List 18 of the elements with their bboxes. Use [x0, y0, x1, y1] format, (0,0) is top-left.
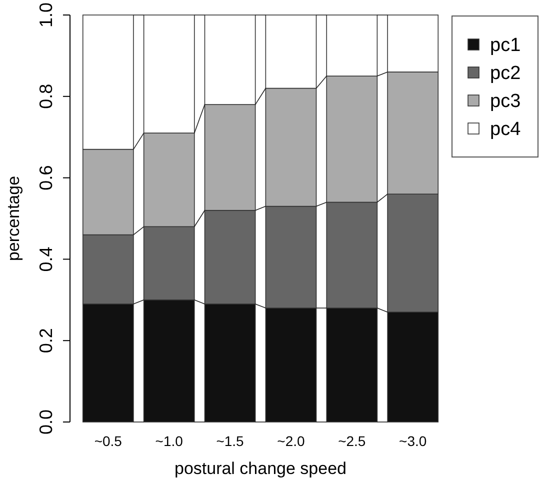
y-tick-label: 0.6: [36, 165, 56, 190]
y-tick-label: 0.8: [36, 84, 56, 109]
legend-label: pc3: [490, 91, 521, 112]
x-tick-label: ~2.5: [338, 433, 366, 449]
x-tick-label: ~3.0: [399, 433, 427, 449]
legend-label: pc2: [490, 63, 521, 84]
x-tick-label: ~2.0: [277, 433, 305, 449]
x-tick-label: ~0.5: [94, 433, 122, 449]
y-tick-label: 0.2: [36, 328, 56, 354]
x-tick-label: ~1.0: [155, 433, 184, 449]
y-axis-title: percentage: [4, 176, 23, 262]
y-tick-label: 0.0: [36, 409, 56, 435]
y-tick-label: 1.0: [36, 2, 56, 28]
legend-label: pc4: [490, 119, 522, 140]
legend-label: pc1: [490, 35, 521, 56]
y-tick-label: 0.4: [36, 246, 56, 272]
x-axis-title: postural change speed: [174, 459, 347, 478]
x-tick-label: ~1.5: [216, 433, 244, 449]
